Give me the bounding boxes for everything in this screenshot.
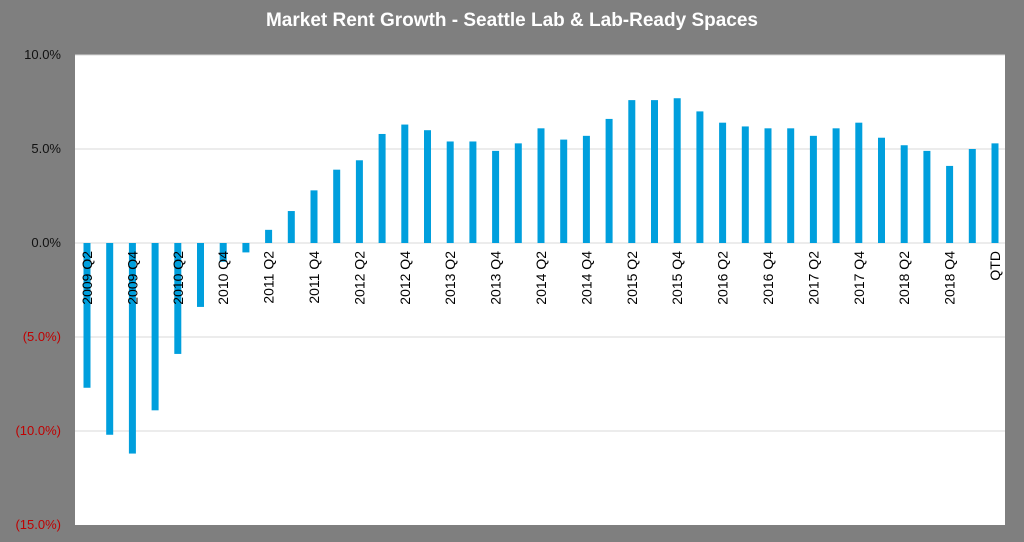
bar <box>514 143 522 243</box>
bar <box>605 118 613 243</box>
x-tick-label: 2011 Q4 <box>306 251 322 304</box>
bar <box>991 143 999 243</box>
bar <box>946 165 954 243</box>
bar <box>401 124 409 243</box>
x-tick-label: 2012 Q2 <box>351 251 367 305</box>
bar <box>446 141 454 243</box>
y-tick-label: (15.0%) <box>15 517 61 532</box>
bar <box>855 122 863 243</box>
bar <box>333 169 341 243</box>
bar <box>719 122 727 243</box>
y-tick-label: (5.0%) <box>23 329 61 344</box>
bar <box>355 160 363 243</box>
bar <box>106 243 114 435</box>
bar <box>560 139 568 243</box>
x-tick-label: QTD <box>987 251 1003 281</box>
bar <box>537 128 545 243</box>
x-tick-label: 2010 Q2 <box>170 251 186 305</box>
y-tick-label: 0.0% <box>31 235 61 250</box>
bar <box>764 128 772 243</box>
bar <box>378 133 386 243</box>
bar <box>673 98 681 244</box>
x-tick-label: 2015 Q4 <box>669 251 685 305</box>
x-tick-label: 2017 Q2 <box>805 251 821 305</box>
x-tick-label: 2009 Q2 <box>79 251 95 305</box>
x-tick-label: 2011 Q2 <box>261 251 277 304</box>
x-tick-label: 2012 Q4 <box>397 251 413 305</box>
x-tick-label: 2013 Q2 <box>442 251 458 305</box>
bar <box>424 130 431 243</box>
bar <box>696 111 704 244</box>
bar <box>83 243 91 388</box>
x-tick-label: 2010 Q4 <box>215 251 231 305</box>
x-tick-label: 2009 Q4 <box>124 251 140 305</box>
x-tick-label: 2016 Q4 <box>760 251 776 305</box>
bar <box>242 243 250 253</box>
bar <box>628 100 636 244</box>
bar <box>923 150 931 243</box>
y-tick-label: 5.0% <box>31 141 61 156</box>
bar <box>265 229 273 243</box>
bar <box>651 100 658 244</box>
bar <box>310 190 318 243</box>
bar <box>469 141 477 243</box>
y-tick-label: 10.0% <box>24 47 61 62</box>
bar <box>128 243 136 454</box>
bar <box>174 243 182 354</box>
bar <box>287 211 295 243</box>
bar <box>492 150 500 243</box>
x-tick-label: 2016 Q2 <box>715 251 731 305</box>
x-tick-label: 2018 Q2 <box>896 251 912 305</box>
y-tick-label: (10.0%) <box>15 423 61 438</box>
bar <box>878 137 885 243</box>
x-tick-label: 2015 Q2 <box>624 251 640 305</box>
bar <box>151 243 159 411</box>
chart-title: Market Rent Growth - Seattle Lab & Lab-R… <box>265 10 758 31</box>
bar <box>219 243 227 262</box>
bar <box>741 126 749 243</box>
x-tick-label: 2014 Q4 <box>578 251 594 305</box>
bar <box>809 135 817 243</box>
bar <box>582 135 590 243</box>
bar <box>787 128 795 243</box>
bar <box>968 149 976 243</box>
x-tick-label: 2013 Q4 <box>488 251 504 305</box>
x-tick-label: 2018 Q4 <box>942 251 958 305</box>
bar <box>832 128 840 243</box>
bar <box>197 243 204 307</box>
x-tick-label: 2014 Q2 <box>533 251 549 305</box>
x-tick-label: 2017 Q4 <box>851 251 867 305</box>
bar <box>900 145 908 243</box>
